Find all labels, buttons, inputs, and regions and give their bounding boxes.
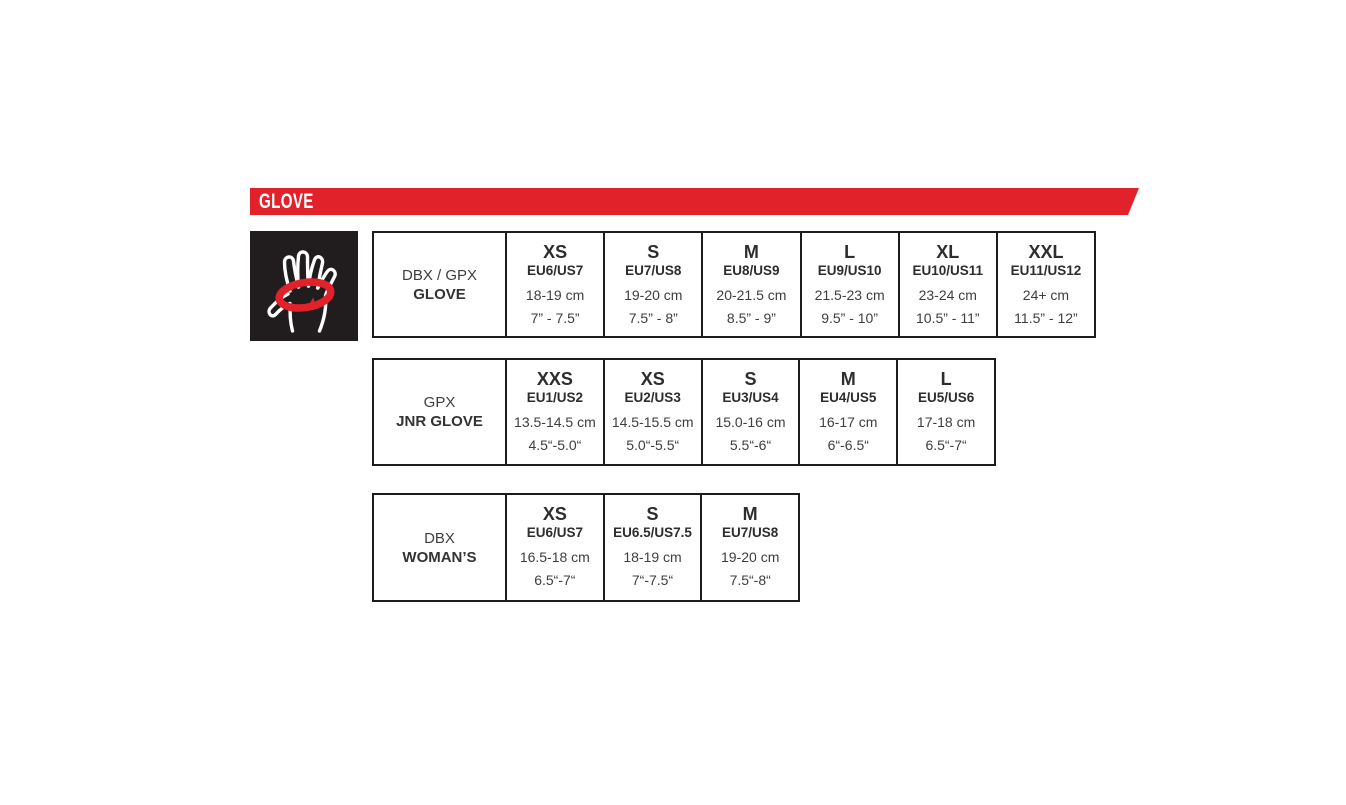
table-label: GPX JNR GLOVE xyxy=(374,360,505,464)
size-column: S EU7/US8 19-20 cm 7.5” - 8” xyxy=(603,233,701,336)
size-label: L xyxy=(940,369,952,389)
size-label: M xyxy=(743,242,759,262)
eu-us-label: EU2/US3 xyxy=(624,390,681,405)
inch-range: 4.5“-5.0“ xyxy=(528,437,582,453)
glove-section-banner: GLOVE xyxy=(250,188,1139,215)
cm-range: 24+ cm xyxy=(1022,287,1070,303)
size-label: M xyxy=(742,504,758,524)
size-label: XS xyxy=(640,369,665,389)
measuring-band xyxy=(275,278,335,312)
table-label-line2: WOMAN’S xyxy=(402,548,477,566)
inch-range: 5.5“-6“ xyxy=(729,437,772,453)
size-column: XS EU6/US7 16.5-18 cm 6.5“-7“ xyxy=(505,495,603,600)
size-label: XS xyxy=(542,504,567,524)
eu-us-label: EU10/US11 xyxy=(912,263,984,278)
eu-us-label: EU7/US8 xyxy=(625,263,682,278)
inch-range: 5.0“-5.5“ xyxy=(626,437,680,453)
inch-range: 11.5” - 12” xyxy=(1014,310,1078,326)
size-column: XXS EU1/US2 13.5-14.5 cm 4.5“-5.0“ xyxy=(505,360,603,464)
eu-us-label: EU5/US6 xyxy=(917,390,975,405)
size-label: S xyxy=(744,369,757,389)
cm-range: 19-20 cm xyxy=(721,549,780,565)
eu-us-label: EU7/US8 xyxy=(722,525,779,540)
inch-range: 6“-6.5“ xyxy=(827,437,869,453)
inch-range: 10.5” - 11” xyxy=(916,310,980,326)
size-label: S xyxy=(647,242,660,262)
table-label: DBX / GPX GLOVE xyxy=(374,233,505,336)
inch-range: 7” - 7.5” xyxy=(530,310,580,326)
size-table-dbx-womans: DBX WOMAN’S XS EU6/US7 16.5-18 cm 6.5“-7… xyxy=(372,493,800,602)
cm-range: 18-19 cm xyxy=(525,287,585,303)
size-column: M EU4/US5 16-17 cm 6“-6.5“ xyxy=(798,360,896,464)
cm-range: 23-24 cm xyxy=(918,287,977,303)
size-label: S xyxy=(646,504,659,524)
size-column: L EU9/US10 21.5-23 cm 9.5” - 10” xyxy=(799,233,898,336)
size-label: XXS xyxy=(536,369,573,389)
size-column: XL EU10/US11 23-24 cm 10.5” - 11” xyxy=(897,233,996,336)
table-label-line1: DBX xyxy=(424,529,455,547)
eu-us-label: EU6/US7 xyxy=(526,525,583,540)
inch-range: 8.5” - 9” xyxy=(726,310,776,326)
cm-range: 16-17 cm xyxy=(819,414,878,430)
size-column: S EU3/US4 15.0-16 cm 5.5“-6“ xyxy=(700,360,799,464)
eu-us-label: EU1/US2 xyxy=(526,390,584,405)
eu-us-label: EU3/US4 xyxy=(722,390,779,405)
inch-range: 6.5“-7“ xyxy=(925,437,967,453)
table-label-line2: JNR GLOVE xyxy=(396,413,483,430)
cm-range: 17-18 cm xyxy=(916,414,976,430)
size-table-dbx-gpx-glove: DBX / GPX GLOVE XS EU6/US7 18-19 cm 7” -… xyxy=(372,231,1096,338)
inch-range: 6.5“-7“ xyxy=(534,572,576,588)
cm-range: 16.5-18 cm xyxy=(519,549,590,565)
table-label-line1: GPX xyxy=(423,394,456,411)
size-label: XXL xyxy=(1028,242,1064,262)
inch-range: 9.5” - 10” xyxy=(821,310,878,326)
eu-us-label: EU6/US7 xyxy=(526,263,584,278)
size-column: M EU8/US9 20-21.5 cm 8.5” - 9” xyxy=(701,233,799,336)
size-label: M xyxy=(840,369,856,389)
size-column: XXL EU11/US12 24+ cm 11.5” - 12” xyxy=(995,233,1094,336)
cm-range: 20-21.5 cm xyxy=(716,287,787,303)
table-label: DBX WOMAN’S xyxy=(374,495,505,600)
size-column: XS EU2/US3 14.5-15.5 cm 5.0“-5.5“ xyxy=(602,360,701,464)
hand-measurement-icon xyxy=(267,250,337,333)
inch-range: 7.5” - 8” xyxy=(628,310,678,326)
cm-range: 21.5-23 cm xyxy=(814,287,885,303)
size-label: L xyxy=(844,242,856,262)
eu-us-label: EU9/US10 xyxy=(817,263,882,278)
cm-range: 18-19 cm xyxy=(623,549,682,565)
hand-icon-box xyxy=(250,231,358,341)
eu-us-label: EU8/US9 xyxy=(723,263,780,278)
inch-range: 7.5“-8“ xyxy=(729,572,771,588)
size-column: S EU6.5/US7.5 18-19 cm 7“-7.5“ xyxy=(602,495,701,600)
inch-range: 7“-7.5“ xyxy=(631,572,674,588)
table-label-line1: DBX / GPX xyxy=(401,266,478,284)
size-column: M EU7/US8 19-20 cm 7.5“-8“ xyxy=(700,495,798,600)
eu-us-label: EU11/US12 xyxy=(1010,263,1082,278)
size-table-gpx-jnr-glove: GPX JNR GLOVE XXS EU1/US2 13.5-14.5 cm 4… xyxy=(372,358,996,466)
cm-range: 15.0-16 cm xyxy=(715,414,786,430)
size-column: XS EU6/US7 18-19 cm 7” - 7.5” xyxy=(505,233,603,336)
eu-us-label: EU4/US5 xyxy=(820,390,877,405)
table-label-line2: GLOVE xyxy=(413,285,466,303)
cm-range: 13.5-14.5 cm xyxy=(514,414,596,430)
banner-title: GLOVE xyxy=(259,190,314,213)
size-column: L EU5/US6 17-18 cm 6.5“-7“ xyxy=(896,360,994,464)
cm-range: 19-20 cm xyxy=(624,287,683,303)
cm-range: 14.5-15.5 cm xyxy=(611,414,694,430)
size-label: XL xyxy=(936,242,960,262)
size-label: XS xyxy=(543,242,568,262)
eu-us-label: EU6.5/US7.5 xyxy=(613,525,692,540)
